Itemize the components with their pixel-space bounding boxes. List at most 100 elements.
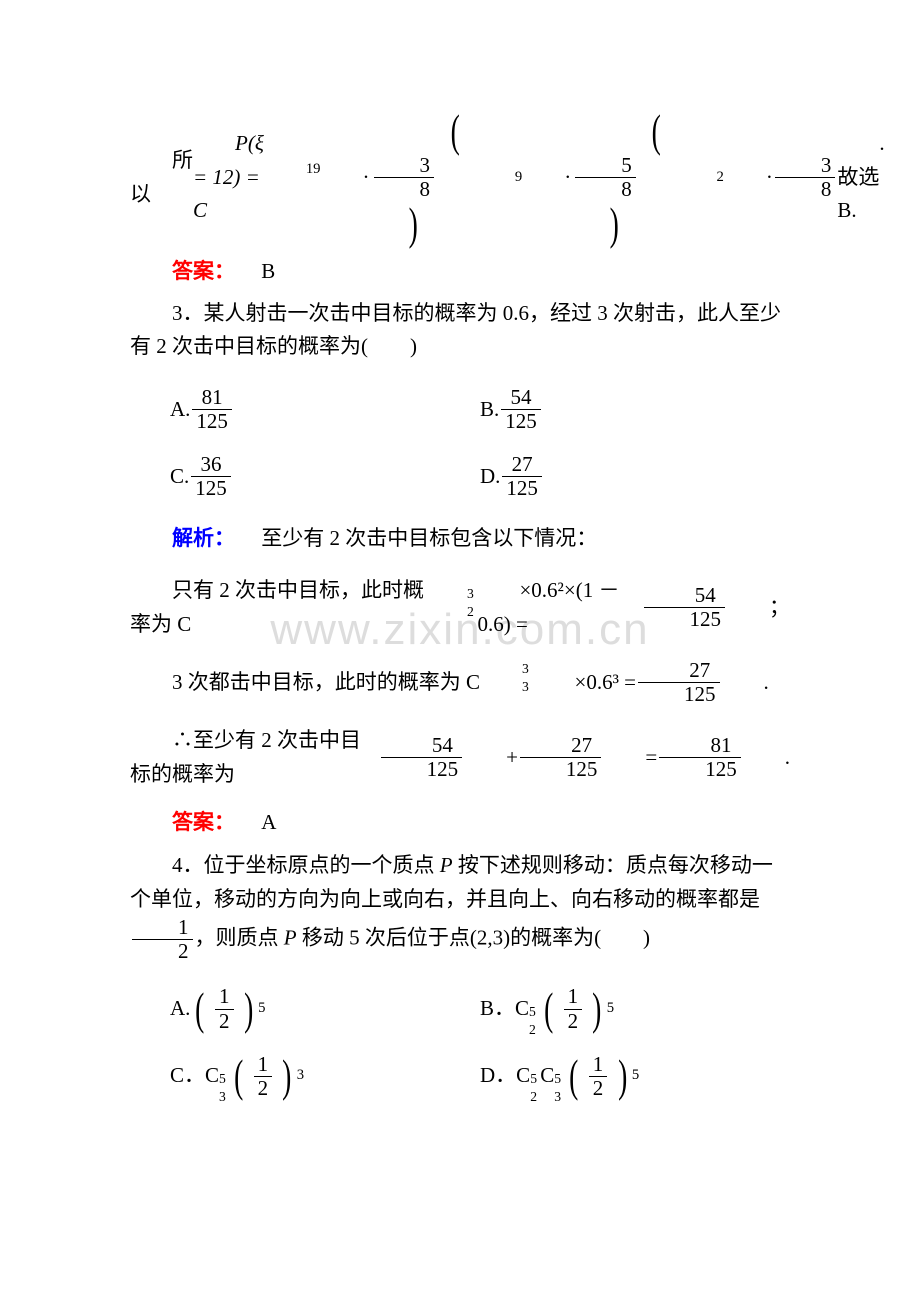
c-sub: 2 (425, 601, 474, 623)
page-content: 所以 P(ξ = 12) = C 19 · ( 3 8 ) 9 · ( 5 8 … (0, 0, 920, 1182)
var-p: P (440, 853, 453, 877)
frac-den: 125 (502, 477, 542, 500)
c-sub: 2 (529, 1019, 536, 1041)
choice-label: A. (170, 393, 190, 427)
c-symbol: C (516, 1059, 530, 1093)
analysis-q3-line1: 解析： 至少有 2 次击中目标包含以下情况： (130, 522, 790, 556)
frac-den: 125 (644, 608, 726, 631)
paren: ( 1 2 ) (192, 985, 256, 1032)
analysis-q3-case2: 3 次都击中目标，此时的概率为 C 3 3 3 ×0.6³ = 27 125 . (130, 659, 790, 706)
frac-den: 8 (775, 178, 836, 201)
frac-num: 27 (502, 453, 542, 477)
question-3-choices: A. 81 125 B. 54 125 C. 36 125 D. 27 125 (170, 376, 790, 510)
choice-frac: 54 125 (501, 386, 541, 433)
paren: ( 1 2 ) (566, 1053, 630, 1100)
answer-q2: 答案： B (130, 255, 790, 289)
text: .故选 B. (837, 127, 884, 228)
text: ∴至少有 2 次击中目标的概率为 (130, 724, 379, 791)
choice-c: C． C 5 3 ( 1 2 ) 3 (170, 1043, 480, 1110)
frac-den: 8 (575, 178, 636, 201)
c-symbol: C (540, 1059, 554, 1093)
frac-num: 36 (191, 453, 231, 477)
c-sup: 19 (264, 158, 321, 182)
choice-frac: 36 125 (191, 453, 231, 500)
choice-label: D． (480, 1059, 516, 1093)
frac-den: 2 (215, 1010, 234, 1033)
dot: · (321, 161, 370, 195)
text: 只有 2 次击中目标，此时概率为 C (130, 574, 425, 641)
frac-num: 5 (575, 154, 636, 178)
frac-num: 1 (254, 1053, 273, 1077)
text: 3 次都击中目标，此时的概率为 C (130, 666, 480, 700)
frac-num: 1 (132, 916, 193, 940)
choice-d: D． C 5 2 C 5 3 ( 1 2 ) 5 (480, 1043, 790, 1110)
exp: 5 (258, 997, 265, 1021)
question-4-stem: 4．位于坐标原点的一个质点 P 按下述规则移动：质点每次移动一个单位，移动的方向… (130, 849, 790, 963)
plus: + (464, 741, 518, 775)
prob-expr: P(ξ = 12) = C (193, 127, 264, 228)
frac-den: 2 (564, 1010, 583, 1033)
frac-num: 81 (659, 734, 741, 758)
frac-num: 1 (589, 1053, 608, 1077)
choice-label: A. (170, 992, 190, 1026)
frac-den: 8 (374, 178, 435, 201)
question-4-choices: A. ( 1 2 ) 5 B． C 5 2 ( 1 2 (170, 975, 790, 1109)
solution-line-q2: 所以 P(ξ = 12) = C 19 · ( 3 8 ) 9 · ( 5 8 … (130, 108, 790, 247)
c-symbol: C (205, 1059, 219, 1093)
frac-num: 3 (775, 154, 836, 178)
text: ，则质点 (195, 926, 284, 950)
frac-3: 81 125 (659, 734, 741, 781)
frac-den: 2 (254, 1077, 273, 1100)
exp-1: 9 (473, 166, 522, 190)
frac-num: 54 (381, 734, 463, 758)
text: . (722, 666, 769, 700)
frac-2: 27 125 (520, 734, 602, 781)
frac-num: 27 (520, 734, 602, 758)
answer-label: 答案： (172, 810, 235, 834)
choice-d: D. 27 125 (480, 443, 790, 510)
result-frac: 27 125 (638, 659, 720, 706)
exp-2: 2 (675, 166, 724, 190)
text: ×0.6³ = (533, 666, 636, 700)
answer-value: B (240, 259, 275, 283)
dot: · (724, 161, 773, 195)
dot: · (522, 161, 571, 195)
choice-label: B． (480, 992, 515, 1026)
result-frac: 54 125 (644, 584, 726, 631)
text: ； (727, 591, 790, 625)
frac-den: 125 (191, 477, 231, 500)
text: . (743, 741, 790, 775)
frac-num: 54 (501, 386, 541, 410)
answer-label: 答案： (172, 259, 235, 283)
eq: = (603, 741, 657, 775)
exp: 5 (632, 1064, 639, 1088)
frac-den: 125 (659, 758, 741, 781)
frac-den: 125 (638, 683, 720, 706)
exp: 3 (297, 1064, 304, 1088)
c-symbol: C (515, 992, 529, 1026)
frac-num: 27 (638, 659, 720, 683)
frac-num: 54 (644, 584, 726, 608)
frac-den: 125 (381, 758, 463, 781)
choice-b: B. 54 125 (480, 376, 790, 443)
frac-den: 125 (192, 410, 232, 433)
choice-label: C． (170, 1059, 205, 1093)
paren: ( 1 2 ) (231, 1053, 295, 1100)
text: 至少有 2 次击中目标包含以下情况： (240, 526, 597, 550)
answer-q3: 答案： A (130, 806, 790, 840)
text: 所以 (130, 144, 193, 211)
choice-b: B． C 5 2 ( 1 2 ) 5 (480, 975, 790, 1042)
text: ×0.6²×(1 － 0.6) = (477, 574, 641, 641)
frac-num: 1 (215, 985, 234, 1009)
choice-c: C. 36 125 (170, 443, 480, 510)
frac-den: 2 (132, 940, 193, 963)
c-sub: 3 (219, 1086, 226, 1108)
choice-frac: 81 125 (192, 386, 232, 433)
frac-num: 3 (374, 154, 435, 178)
choice-a: A. 81 125 (170, 376, 480, 443)
frac-den: 125 (520, 758, 602, 781)
text: 移动 5 次后位于点(2,3)的概率为( ) (297, 926, 650, 950)
choice-a: A. ( 1 2 ) 5 (170, 975, 480, 1042)
frac-1: 54 125 (381, 734, 463, 781)
question-3-stem: 3．某人射击一次击中目标的概率为 0.6，经过 3 次射击，此人至少有 2 次击… (130, 297, 790, 364)
